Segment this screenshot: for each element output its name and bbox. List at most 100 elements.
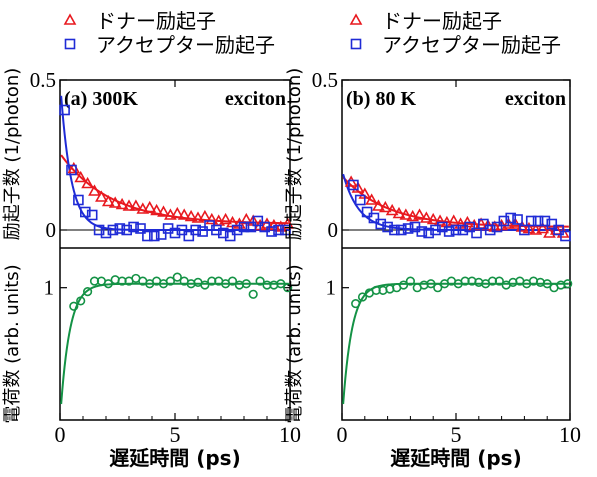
data-point [519,224,530,236]
data-point [433,283,443,293]
data-point [128,221,139,233]
data-point [66,164,77,176]
data-point [155,229,167,240]
data-point [395,224,407,236]
data-point [255,276,265,286]
data-point [361,206,373,218]
data-point [205,212,219,225]
data-point [402,223,414,234]
series-square [59,104,291,242]
panel-a: 0 5 10 0 0.5 1 (a) 300K exciton 遅延時間 (ps) 励起子数 (1… [2,68,301,470]
legend-donor-label: ドナー励起子 [382,9,502,33]
data-point [231,224,243,236]
data-point [211,224,222,236]
data-point [280,224,291,236]
data-point [88,184,101,196]
legend-acceptor-label: アクセプター励起子 [382,33,561,57]
panel-label: (b) 80 K [346,88,416,110]
fit-curve-charge [60,282,289,405]
data-point [423,227,434,239]
legend-donor: ドナー励起子 [349,9,502,33]
fit-curve-charge [342,282,569,405]
data-point [149,230,160,242]
data-point [539,215,551,227]
data-point [142,230,153,242]
data-point [172,272,182,282]
data-point [529,223,543,235]
data-point [114,223,126,234]
x-tick-label: 5 [170,422,181,447]
data-point [382,221,393,233]
data-point [494,276,504,286]
annotation-exciton: exciton [225,88,286,110]
data-point [505,212,517,224]
data-point [135,223,146,234]
y-axis-label-bottom: 電荷数 (arb. units) [2,264,23,423]
data-point [457,224,469,236]
data-point [73,194,84,206]
data-point [248,289,258,299]
data-point [430,224,441,236]
data-point [416,226,428,237]
data-point [164,208,177,220]
y-tick-label: 0 [46,218,57,242]
y-tick-label: 0.5 [312,68,338,92]
data-point [368,212,380,224]
legend-donor-marker [63,13,77,25]
data-point [129,199,143,211]
data-point [227,276,238,286]
data-point [219,212,232,225]
data-point [82,287,93,297]
data-point [176,224,188,236]
data-point [245,221,257,233]
data-point [266,226,277,237]
data-point [525,215,537,227]
data-point [218,227,229,239]
data-point [191,211,205,223]
data-point [169,227,181,239]
data-point [426,212,440,225]
x-tick-label: 5 [451,422,462,447]
y-tick-label: 1 [44,276,55,300]
data-point [426,279,436,289]
data-point [200,280,210,290]
data-point [365,193,378,205]
data-point [546,218,558,230]
series-charge [351,276,573,309]
data-point [348,179,359,191]
data-point [93,224,105,236]
y-tick-label: 1 [326,276,337,300]
data-point [150,203,163,216]
data-point [484,224,496,236]
data-point [170,206,184,219]
legend-donor: ドナー励起子 [63,9,216,33]
annotation-exciton: exciton [505,88,566,110]
y-axis-label-top: 励起子数 (1/photon) [284,68,305,241]
data-point [108,196,122,208]
data-point [224,230,236,242]
data-point [464,221,475,233]
data-point [357,292,368,302]
data-point [420,211,433,223]
y-tick-label: 0 [328,218,339,242]
data-point [405,276,416,286]
legend-acceptor-marker [350,38,362,50]
data-point [74,170,88,183]
data-point [103,279,113,289]
data-point [273,224,284,236]
x-axis-label: 遅延時間 (ps) [390,446,521,470]
x-axis-label: 遅延時間 (ps) [109,446,240,470]
data-point [560,230,571,242]
y-axis-label-top: 励起子数 (1/photon) [2,68,23,241]
plot-frame [341,79,571,421]
data-point [143,200,157,213]
data-point [351,298,361,309]
x-tick-label: 10 [559,422,581,447]
data-point [491,221,503,233]
data-point [385,203,399,216]
data-point [399,208,413,220]
data-point [563,279,573,289]
x-tick-label: 0 [337,422,348,447]
data-point [372,199,385,211]
